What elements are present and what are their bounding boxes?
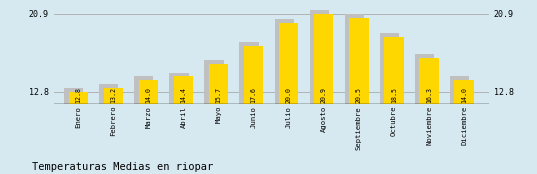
- Text: 16.3: 16.3: [426, 88, 432, 103]
- Bar: [64, 88, 83, 104]
- Bar: [349, 18, 368, 104]
- Bar: [419, 58, 439, 104]
- Text: 20.9: 20.9: [321, 88, 327, 103]
- Bar: [345, 14, 364, 104]
- Bar: [454, 80, 474, 104]
- Text: Temperaturas Medias en riopar: Temperaturas Medias en riopar: [32, 162, 214, 172]
- Text: 14.0: 14.0: [146, 88, 151, 103]
- Bar: [415, 54, 434, 104]
- Bar: [274, 19, 294, 104]
- Text: 17.6: 17.6: [251, 88, 257, 103]
- Text: 14.0: 14.0: [461, 88, 467, 103]
- Bar: [279, 23, 299, 104]
- Bar: [380, 33, 399, 104]
- Text: 15.7: 15.7: [215, 88, 222, 103]
- Bar: [384, 37, 404, 104]
- Bar: [450, 77, 469, 104]
- Text: 12.8: 12.8: [75, 88, 81, 103]
- Bar: [139, 80, 158, 104]
- Bar: [209, 64, 228, 104]
- Bar: [169, 73, 188, 104]
- Bar: [205, 60, 223, 104]
- Text: 20.0: 20.0: [286, 88, 292, 103]
- Bar: [104, 88, 123, 104]
- Bar: [99, 84, 119, 104]
- Bar: [310, 10, 329, 104]
- Text: 13.2: 13.2: [110, 88, 117, 103]
- Text: 14.4: 14.4: [180, 88, 186, 103]
- Bar: [314, 14, 333, 104]
- Text: 20.5: 20.5: [356, 88, 362, 103]
- Bar: [174, 77, 193, 104]
- Bar: [69, 92, 88, 104]
- Text: 18.5: 18.5: [391, 88, 397, 103]
- Bar: [134, 77, 154, 104]
- Bar: [240, 42, 259, 104]
- Bar: [244, 46, 263, 104]
